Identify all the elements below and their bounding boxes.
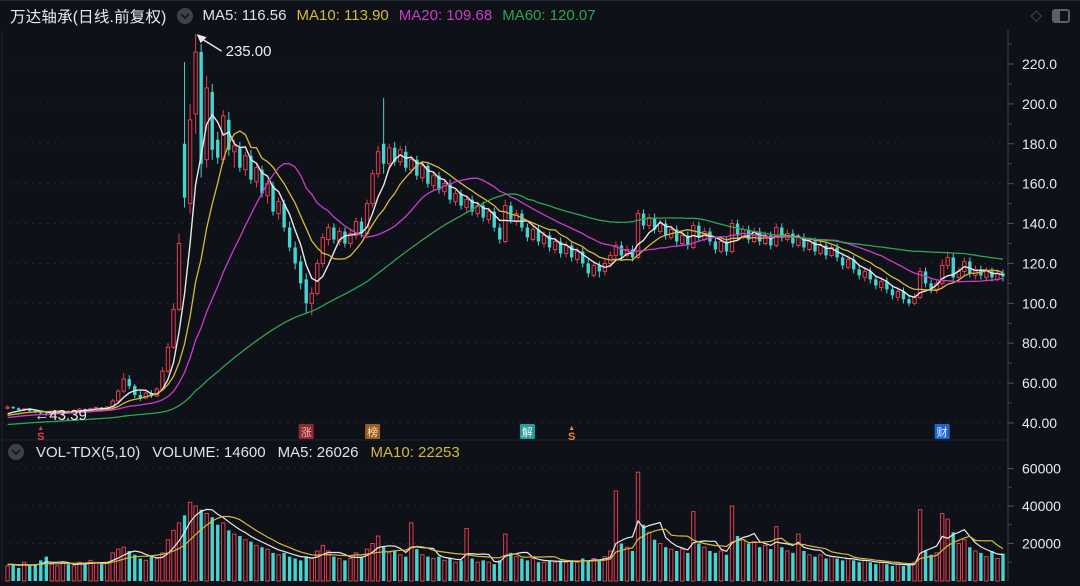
ma20-value: MA20: 109.68 (398, 7, 493, 24)
price-axis-label: 40.00 (1022, 415, 1057, 431)
layout-panel-icon[interactable] (1052, 8, 1070, 23)
low-price-annotation: ←43.39 (34, 407, 87, 424)
price-ma-line-ma60 (7, 193, 1004, 426)
price-ma-line-ma5 (7, 113, 1004, 415)
gridlines (2, 63, 1008, 544)
price-axis-label: 200.0 (1022, 96, 1057, 112)
volume-axis-label: 20000 (1022, 536, 1061, 552)
ma5-value: MA5: 116.56 (202, 7, 287, 24)
price-ma-line-ma10 (7, 130, 1004, 417)
price-axis-label: 180.0 (1022, 136, 1057, 152)
svg-text:榜: 榜 (367, 425, 378, 439)
stock-title: 万达轴承(日线.前复权) (10, 8, 167, 26)
price-axis-label: 140.0 (1022, 216, 1057, 232)
limit-up-marker[interactable]: 涨 (298, 424, 314, 439)
volume-bars-layer (5, 471, 1005, 582)
volume-ma-line-ma10 (7, 515, 1004, 566)
volume-ma-line-ma5 (7, 508, 1004, 566)
svg-text:▲: ▲ (568, 425, 575, 432)
ma10-value: MA10: 113.90 (296, 7, 389, 24)
unlock-marker[interactable]: 解 (519, 424, 535, 439)
svg-text:▲: ▲ (37, 425, 44, 432)
volume-ma10-value: MA10: 22253 (370, 443, 460, 461)
dividend-marker-red[interactable]: ▲S (37, 425, 44, 443)
volume-value: VOLUME: 14600 (152, 443, 266, 461)
price-axis-label: 80.00 (1022, 335, 1057, 351)
price-axis-label: 100.0 (1022, 295, 1057, 311)
price-axis: 220.0 200.0 180.0 160.0 140.0 120.0 100.0 80.00… (1008, 43, 1057, 431)
chevron-down-icon[interactable] (176, 7, 193, 24)
ma60-value: MA60: 120.07 (502, 7, 596, 24)
price-axis-label: 60.00 (1022, 375, 1057, 391)
peak-price-annotation: 235.00 (196, 34, 272, 60)
svg-text:S: S (37, 431, 44, 443)
chart-header: 万达轴承(日线.前复权) MA5: 116.56 MA10: 113.90 MA… (0, 0, 1080, 30)
svg-text:财: 财 (937, 425, 948, 439)
volume-axis: 60000 40000 20000 (1008, 461, 1061, 563)
diamond-icon[interactable]: ◇ (1030, 7, 1042, 24)
volume-axis-label: 40000 (1022, 498, 1061, 514)
price-axis-label: 220.0 (1022, 56, 1057, 72)
price-axis-label: 160.0 (1022, 176, 1057, 192)
dividend-marker-orange[interactable]: ▲S (568, 425, 575, 443)
svg-text:S: S (568, 431, 575, 443)
volume-header: VOL-TDX(5,10) VOLUME: 14600 MA5: 26026 M… (0, 443, 460, 461)
volume-ma5-value: MA5: 26026 (277, 443, 359, 461)
volume-indicator-label: VOL-TDX(5,10) (36, 443, 141, 461)
svg-text:235.00: 235.00 (226, 43, 272, 60)
financial-report-marker[interactable]: 财 (934, 424, 950, 439)
ranking-list-marker[interactable]: 榜 (365, 424, 381, 439)
price-ma-line-ma20 (7, 162, 1004, 419)
price-axis-label: 120.0 (1022, 255, 1057, 271)
volume-axis-label: 60000 (1022, 461, 1061, 477)
svg-text:解: 解 (522, 425, 533, 439)
chevron-down-icon[interactable] (8, 444, 24, 460)
candles-layer (5, 34, 1005, 417)
svg-text:涨: 涨 (301, 426, 312, 439)
